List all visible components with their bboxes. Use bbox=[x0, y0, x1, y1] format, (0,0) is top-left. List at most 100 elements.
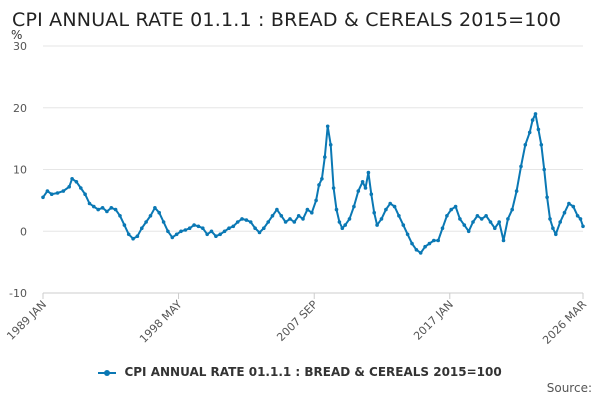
data-point[interactable] bbox=[551, 226, 555, 230]
data-point[interactable] bbox=[279, 214, 284, 218]
data-point[interactable] bbox=[523, 143, 528, 147]
data-point[interactable] bbox=[192, 223, 196, 227]
data-point[interactable] bbox=[122, 223, 127, 227]
data-point[interactable] bbox=[222, 229, 227, 234]
data-point[interactable] bbox=[323, 155, 327, 159]
data-point[interactable] bbox=[356, 189, 361, 193]
data-point[interactable] bbox=[401, 223, 406, 227]
data-point[interactable] bbox=[539, 143, 544, 147]
data-point[interactable] bbox=[166, 229, 170, 234]
data-point[interactable] bbox=[363, 186, 368, 190]
data-point[interactable] bbox=[231, 224, 236, 229]
data-point[interactable] bbox=[360, 180, 365, 184]
data-point[interactable] bbox=[214, 234, 218, 238]
data-point[interactable] bbox=[248, 220, 253, 224]
data-point[interactable] bbox=[514, 189, 519, 193]
data-point[interactable] bbox=[453, 204, 458, 209]
data-point[interactable] bbox=[423, 244, 427, 249]
data-point[interactable] bbox=[70, 177, 74, 181]
data-point[interactable] bbox=[296, 214, 301, 218]
data-point[interactable] bbox=[497, 220, 502, 224]
data-point[interactable] bbox=[49, 192, 54, 196]
data-point[interactable] bbox=[347, 217, 352, 221]
data-point[interactable] bbox=[418, 251, 423, 255]
data-point[interactable] bbox=[283, 220, 288, 224]
data-point[interactable] bbox=[174, 232, 179, 237]
data-point[interactable] bbox=[392, 204, 397, 209]
data-point[interactable] bbox=[343, 223, 348, 227]
data-point[interactable] bbox=[562, 210, 567, 215]
data-point[interactable] bbox=[542, 167, 546, 172]
data-point[interactable] bbox=[578, 217, 583, 221]
data-point[interactable] bbox=[334, 207, 339, 212]
data-point[interactable] bbox=[548, 217, 552, 221]
data-point[interactable] bbox=[414, 248, 419, 252]
data-point[interactable] bbox=[575, 214, 580, 218]
data-point[interactable] bbox=[340, 226, 345, 230]
data-point[interactable] bbox=[369, 192, 374, 196]
data-point[interactable] bbox=[571, 204, 576, 209]
data-point[interactable] bbox=[484, 214, 488, 218]
data-point[interactable] bbox=[328, 143, 333, 147]
data-point[interactable] bbox=[405, 232, 410, 237]
data-point[interactable] bbox=[519, 164, 523, 169]
data-point[interactable] bbox=[301, 217, 305, 221]
data-point[interactable] bbox=[466, 229, 471, 234]
data-point[interactable] bbox=[475, 214, 480, 218]
data-point[interactable] bbox=[331, 186, 336, 190]
data-point[interactable] bbox=[372, 210, 377, 215]
data-point[interactable] bbox=[488, 220, 493, 224]
data-point[interactable] bbox=[257, 230, 262, 235]
data-point[interactable] bbox=[292, 220, 297, 224]
data-point[interactable] bbox=[253, 226, 257, 230]
data-point[interactable] bbox=[55, 191, 60, 195]
data-point[interactable] bbox=[432, 238, 436, 243]
data-point[interactable] bbox=[270, 214, 275, 218]
data-point[interactable] bbox=[567, 201, 571, 206]
data-point[interactable] bbox=[440, 226, 445, 230]
data-point[interactable] bbox=[388, 201, 393, 206]
data-point[interactable] bbox=[352, 204, 356, 209]
data-point[interactable] bbox=[510, 207, 514, 212]
data-point[interactable] bbox=[530, 118, 535, 122]
data-point[interactable] bbox=[317, 183, 321, 187]
data-point[interactable] bbox=[375, 223, 379, 227]
data-point[interactable] bbox=[501, 238, 506, 243]
data-point[interactable] bbox=[310, 210, 314, 215]
data-point[interactable] bbox=[536, 127, 541, 132]
data-point[interactable] bbox=[506, 217, 510, 221]
data-point[interactable] bbox=[148, 214, 153, 218]
data-point[interactable] bbox=[479, 217, 484, 221]
data-point[interactable] bbox=[131, 236, 135, 241]
data-point[interactable] bbox=[79, 186, 83, 190]
data-point[interactable] bbox=[305, 207, 310, 212]
data-point[interactable] bbox=[436, 238, 441, 243]
data-point[interactable] bbox=[558, 220, 562, 224]
data-point[interactable] bbox=[266, 220, 271, 224]
data-point[interactable] bbox=[41, 195, 45, 200]
data-point[interactable] bbox=[288, 217, 292, 221]
data-point[interactable] bbox=[527, 130, 532, 135]
data-point[interactable] bbox=[126, 232, 131, 237]
data-point[interactable] bbox=[87, 201, 92, 206]
data-point[interactable] bbox=[83, 192, 87, 196]
data-point[interactable] bbox=[458, 217, 462, 221]
data-point[interactable] bbox=[325, 124, 330, 129]
data-point[interactable] bbox=[275, 207, 279, 212]
data-point[interactable] bbox=[201, 226, 205, 230]
data-point[interactable] bbox=[135, 234, 140, 238]
data-point[interactable] bbox=[218, 232, 222, 237]
data-point[interactable] bbox=[157, 210, 161, 215]
data-point[interactable] bbox=[45, 189, 50, 193]
data-point[interactable] bbox=[61, 189, 66, 193]
data-point[interactable] bbox=[92, 204, 96, 209]
data-point[interactable] bbox=[384, 207, 388, 212]
series-line-0[interactable] bbox=[42, 112, 584, 254]
data-point[interactable] bbox=[462, 223, 467, 227]
data-point[interactable] bbox=[118, 214, 122, 218]
data-point[interactable] bbox=[183, 228, 188, 232]
data-point[interactable] bbox=[74, 180, 79, 184]
data-point[interactable] bbox=[471, 220, 475, 224]
data-point[interactable] bbox=[449, 207, 454, 212]
data-point[interactable] bbox=[493, 226, 497, 230]
